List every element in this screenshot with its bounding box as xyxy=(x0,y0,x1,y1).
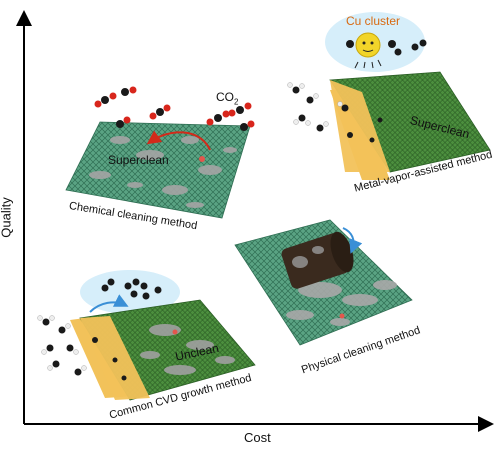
chemical-graphene-sheet xyxy=(65,121,251,219)
y-axis-label: Quality xyxy=(0,197,14,238)
co2-label-subscript: 2 xyxy=(234,97,239,107)
chemical-surface-label: Superclean xyxy=(108,153,169,167)
chemical-red-spot xyxy=(199,156,205,162)
cu-cluster-icon xyxy=(346,32,427,69)
chemical-red-arrow xyxy=(146,130,211,151)
cvd-halo-molecules xyxy=(101,278,162,300)
co2-label: CO2 xyxy=(216,90,238,106)
cu-cluster-label: Cu cluster xyxy=(346,14,401,28)
chemical-cleaning-panel xyxy=(65,86,255,219)
roller-blue-arrow xyxy=(342,227,363,254)
cvd-red-spot xyxy=(172,329,178,335)
physical-cleaning-panel xyxy=(234,219,413,346)
axes xyxy=(16,10,494,432)
cvd-panel xyxy=(37,270,256,401)
cvd-blue-arrow xyxy=(89,294,129,313)
co2-label-text: CO xyxy=(216,90,234,104)
metal-vapor-hydrocarbons xyxy=(287,82,383,143)
x-axis-label: Cost xyxy=(244,430,271,445)
metal-vapor-panel xyxy=(287,12,491,180)
co2-molecules xyxy=(94,86,255,131)
physical-red-spot xyxy=(339,313,345,319)
cvd-hydrocarbons xyxy=(37,315,127,381)
roller-icon xyxy=(281,231,354,289)
physical-contaminants xyxy=(286,280,397,326)
chemical-contaminants xyxy=(89,136,237,208)
